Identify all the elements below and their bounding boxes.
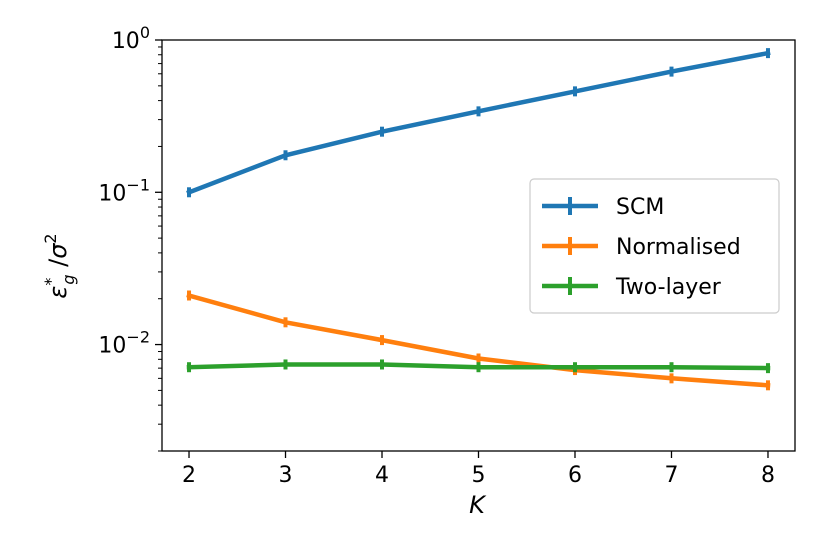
legend-item: SCM: [542, 195, 664, 220]
x-tick-label: 3: [279, 463, 293, 488]
series-line: [186, 50, 771, 196]
legend-item: Normalised: [542, 235, 741, 260]
legend: SCM Normalised Two-layer: [529, 178, 780, 314]
series-normalised: [186, 290, 771, 391]
y-axis-ticks: 10−2 10−1 100: [98, 23, 162, 452]
series-layer: [186, 48, 771, 391]
x-tick-label: 8: [761, 463, 775, 488]
x-axis-label: K: [469, 491, 487, 519]
legend-label: Normalised: [616, 235, 741, 260]
x-tick-label: 5: [472, 463, 486, 488]
series-two-layer: [186, 359, 771, 374]
y-tick-label: 10−1: [98, 175, 150, 206]
svg-text:ε*g /σ2: ε*g /σ2: [41, 233, 78, 298]
legend-item: Two-layer: [542, 275, 722, 300]
y-tick-label: 10−2: [98, 328, 150, 359]
x-tick-label: 2: [182, 463, 196, 488]
x-tick-label: 4: [375, 463, 389, 488]
y-tick-label: 100: [112, 23, 150, 54]
x-tick-label: 7: [664, 463, 678, 488]
x-tick-label: 6: [568, 463, 582, 488]
y-axis-label: ε*g /σ2: [41, 233, 78, 298]
legend-label: SCM: [616, 195, 664, 220]
x-axis-ticks: 2 3 4 5 6 7 8: [182, 451, 775, 488]
legend-label: Two-layer: [615, 275, 722, 300]
legend-box: [529, 178, 780, 314]
series-scm: [186, 48, 771, 198]
